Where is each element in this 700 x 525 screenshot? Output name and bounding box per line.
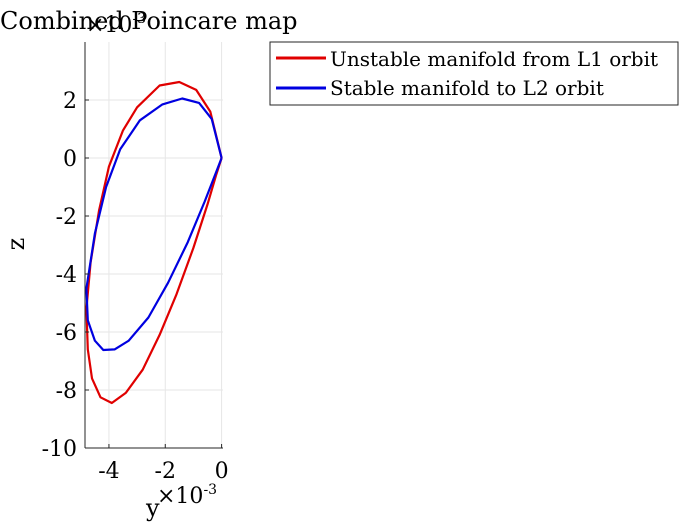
x-tick-label: -4 xyxy=(98,459,119,484)
x-tick-label: 0 xyxy=(215,459,229,484)
x-exponent-label: ×10-3 xyxy=(157,482,217,509)
y-tick-labels: -10 -8 -6 -4 -2 0 2 xyxy=(42,89,77,462)
legend: Unstable manifold from L1 orbit Stable m… xyxy=(269,41,679,106)
x-tick-labels: -4 -2 0 xyxy=(98,459,228,484)
y-tick-label: -4 xyxy=(56,263,77,288)
y-tick-label: -10 xyxy=(42,437,77,462)
y-tick-label: -8 xyxy=(56,379,77,404)
y-tick-label: 0 xyxy=(63,147,77,172)
y-tick-label: -6 xyxy=(56,321,77,346)
y-tick-label: 2 xyxy=(63,89,77,114)
y-tick-label: -2 xyxy=(56,205,77,230)
y-exponent-label: ×10-3 xyxy=(86,11,146,38)
x-tick-label: -2 xyxy=(155,459,176,484)
legend-box xyxy=(269,41,679,106)
series-line-0 xyxy=(85,80,223,405)
x-axis-label: y xyxy=(145,494,160,522)
chart-title: Combined Poincare map xyxy=(0,7,298,35)
series-line-1 xyxy=(85,97,223,352)
legend-label-unstable: Unstable manifold from L1 orbit xyxy=(330,47,658,71)
legend-label-stable: Stable manifold to L2 orbit xyxy=(330,76,604,100)
axes xyxy=(84,42,223,449)
grid-lines xyxy=(85,42,223,449)
plot-series xyxy=(85,80,223,405)
y-axis-label: z xyxy=(2,238,30,251)
